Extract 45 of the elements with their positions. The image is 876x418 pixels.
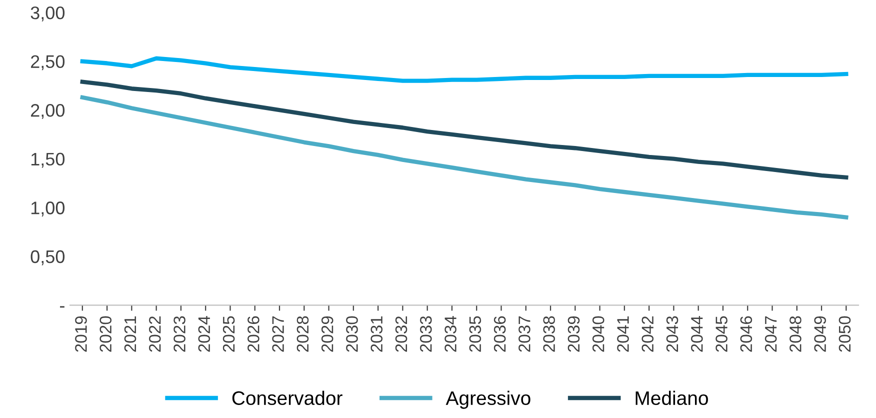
x-tick-label: 2020 [100,316,112,352]
y-tick-label: 2,50 [30,55,65,70]
y-tick-label: 3,00 [30,6,65,22]
x-tick-label: 2028 [296,316,309,352]
x-tick-label: 2023 [174,316,186,352]
legend-label: Mediano [636,390,708,406]
legend-label: Agressivo [446,390,530,409]
x-tick-label: 2043 [666,316,678,352]
x-tick-label: 2049 [814,316,826,352]
y-tick-label: - [60,306,64,308]
x-tick-label: 2040 [592,316,604,352]
x-tick-label: 2046 [740,316,752,352]
x-tick-label: 2047 [764,316,777,352]
x-tick-label: 2042 [642,316,654,352]
x-tick-label: 2037 [518,316,530,352]
x-tick-label: 2026 [248,316,260,352]
x-tick-label: 2032 [395,316,408,352]
x-tick-label: 2048 [790,316,802,352]
y-tick-label: 2,00 [30,104,65,119]
x-tick-label: 2044 [691,316,703,352]
x-tick-label: 2050 [838,316,851,352]
x-tick-label: 2034 [444,316,456,352]
y-tick-label: 1,00 [31,202,65,216]
x-tick-label: 2024 [198,316,210,352]
y-tick-label: 0,50 [30,250,65,266]
x-tick-label: 2036 [494,316,506,352]
line-series [80,56,848,83]
x-tick-label: 2022 [148,316,161,352]
x-tick-label: 2021 [124,316,136,352]
x-tick-label: 2019 [75,316,87,352]
x-tick-label: 2025 [222,316,235,352]
x-tick-label: 2031 [370,316,383,352]
legend-label: Conservador [232,390,342,406]
x-tick-label: 2038 [543,316,555,352]
x-tick-label: 2035 [469,316,482,352]
y-tick-label: 1,50 [31,152,65,168]
x-tick-label: 2029 [321,316,334,352]
x-tick-label: 2039 [568,316,580,352]
x-tick-label: 2030 [346,316,358,352]
x-tick-label: 2045 [716,316,728,352]
line-series [80,95,848,220]
x-tick-label: 2027 [272,316,284,352]
x-tick-label: 2033 [420,316,432,352]
x-tick-label: 2041 [617,316,629,352]
line-series [80,80,848,180]
